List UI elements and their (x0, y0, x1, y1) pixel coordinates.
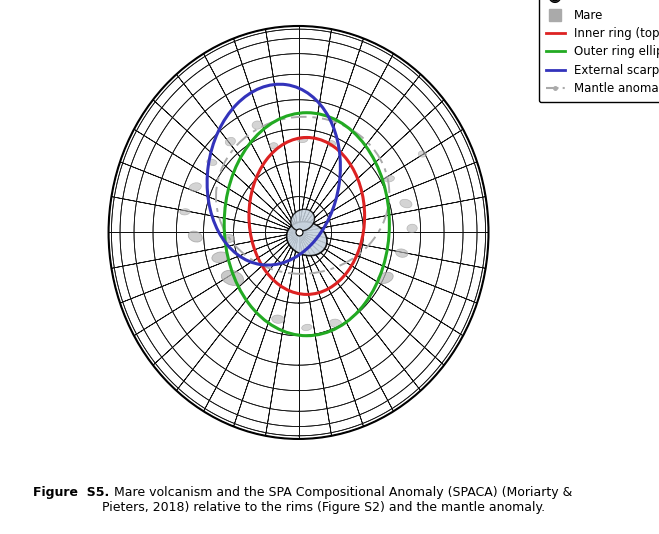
Ellipse shape (330, 319, 342, 327)
Ellipse shape (222, 234, 235, 243)
Ellipse shape (378, 272, 393, 284)
Text: Figure  S5.: Figure S5. (33, 486, 109, 499)
Ellipse shape (189, 183, 202, 191)
Ellipse shape (400, 199, 412, 208)
Ellipse shape (252, 121, 262, 129)
Ellipse shape (272, 315, 284, 324)
Ellipse shape (287, 222, 327, 256)
Ellipse shape (395, 249, 408, 257)
Ellipse shape (109, 26, 488, 439)
Ellipse shape (297, 136, 308, 143)
Text: Mare volcanism and the SPA Compositional Anomaly (SPACA) (Moriarty &
Pieters, 20: Mare volcanism and the SPA Compositional… (102, 486, 573, 514)
Ellipse shape (212, 252, 228, 263)
Ellipse shape (407, 224, 417, 232)
Legend: SPACA, Mare, Inner ring (topography), Outer ring ellipse, External scarp ellipse: SPACA, Mare, Inner ring (topography), Ou… (538, 0, 659, 102)
Ellipse shape (302, 324, 312, 331)
Ellipse shape (180, 209, 190, 215)
Ellipse shape (418, 151, 426, 157)
Ellipse shape (291, 209, 314, 231)
Ellipse shape (207, 159, 217, 166)
Ellipse shape (188, 231, 202, 242)
Ellipse shape (328, 140, 335, 147)
Ellipse shape (221, 270, 244, 286)
Ellipse shape (225, 137, 235, 146)
Ellipse shape (270, 143, 278, 149)
Ellipse shape (384, 176, 395, 182)
